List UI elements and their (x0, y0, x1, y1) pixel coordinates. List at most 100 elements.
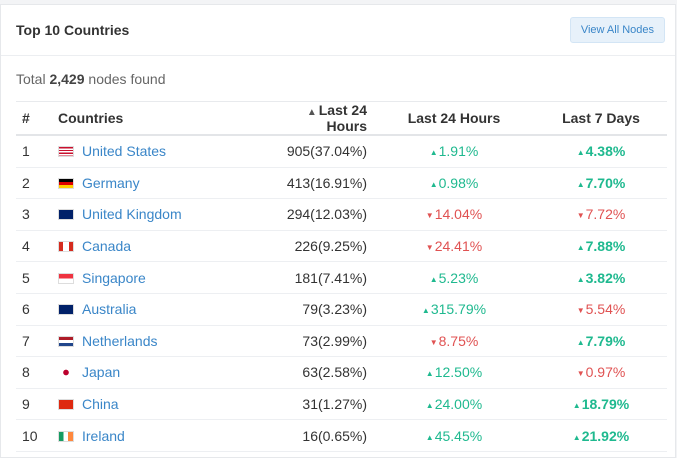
change-7d-cell: ▲︎7.88% (535, 230, 667, 263)
change-24h-cell: ▲︎45.45% (373, 419, 535, 452)
arrow-up-icon: ▲︎ (576, 148, 585, 158)
node-count-cell: 63(2.58%) (274, 356, 373, 389)
change-7d-cell: ▲︎18.79% (535, 388, 667, 421)
country-cell: Singapore (52, 261, 274, 294)
change-7d-cell: ▲︎21.92% (535, 419, 667, 452)
change-7d-value: 7.88% (585, 238, 626, 255)
singapore-flag-icon (58, 272, 74, 284)
country-link[interactable]: Germany (82, 174, 140, 191)
arrow-up-icon: ▲︎ (421, 306, 430, 316)
arrow-up-icon: ▲︎ (576, 337, 585, 347)
arrow-up-icon: ▲︎ (572, 401, 581, 411)
arrow-up-icon: ▲︎ (425, 401, 434, 411)
country-cell: Canada (52, 230, 274, 263)
change-7d-value: 5.54% (585, 301, 626, 318)
country-link[interactable]: Australia (82, 301, 137, 318)
change-7d-value: 7.70% (585, 174, 626, 191)
rank-cell: 8 (16, 356, 52, 389)
japan-flag-icon (58, 367, 74, 379)
view-all-nodes-button[interactable]: View All Nodes (569, 17, 665, 43)
table-row: 9 China 31(1.27%) ▲︎24.00% ▲︎18.79% (16, 388, 667, 421)
rank-cell: 1 (16, 135, 52, 168)
country-link[interactable]: Singapore (82, 269, 146, 286)
change-7d-value: 0.97% (585, 364, 626, 381)
change-24h-value: 8.75% (438, 332, 479, 349)
arrow-down-icon: ▼︎ (425, 243, 434, 253)
change-24h-value: 315.79% (430, 301, 487, 318)
country-link[interactable]: Canada (82, 238, 132, 255)
change-24h-cell: ▼︎14.04% (373, 198, 535, 231)
us-flag-icon (58, 146, 74, 158)
node-count-cell: 79(3.23%) (274, 293, 373, 326)
arrow-down-icon: ▼︎ (429, 337, 438, 347)
netherlands-flag-icon (58, 335, 74, 347)
country-cell: Germany (52, 167, 274, 200)
column-countries: Countries (52, 101, 274, 136)
arrow-up-icon: ▲︎ (425, 432, 434, 442)
node-count-cell: 294(12.03%) (274, 198, 373, 231)
country-cell: China (52, 388, 274, 421)
arrow-up-icon: ▲︎ (576, 179, 585, 189)
column-last-24-hours-sortable[interactable]: ▲︎ Last 24 Hours (274, 101, 373, 136)
change-24h-cell: ▲︎24.00% (373, 388, 535, 421)
country-cell: Netherlands (52, 325, 274, 358)
rank-cell: 7 (16, 325, 52, 358)
country-link[interactable]: United States (82, 143, 167, 160)
arrow-down-icon: ▼︎ (576, 211, 585, 221)
table-row: 2 Germany 413(16.91%) ▲︎0.98% ▲︎7.70% (16, 167, 667, 200)
rank-cell: 5 (16, 261, 52, 294)
arrow-up-icon: ▲︎ (429, 179, 438, 189)
total-prefix: Total (16, 71, 46, 87)
change-24h-value: 14.04% (434, 206, 483, 223)
change-24h-cell: ▼︎8.75% (373, 325, 535, 358)
uk-flag-icon (58, 209, 74, 221)
country-cell: United Kingdom (52, 198, 274, 231)
table-row: 6 Australia 79(3.23%) ▲︎315.79% ▼︎5.54% (16, 293, 667, 326)
country-link[interactable]: Netherlands (82, 332, 158, 349)
change-7d-cell: ▲︎4.38% (535, 135, 667, 168)
country-cell: Australia (52, 293, 274, 326)
australia-flag-icon (58, 304, 74, 316)
country-link[interactable]: United Kingdom (82, 206, 182, 223)
column-last-7-days: Last 7 Days (535, 101, 667, 136)
china-flag-icon (58, 399, 74, 411)
change-7d-value: 3.82% (585, 269, 626, 286)
arrow-up-icon: ▲︎ (572, 432, 581, 442)
change-24h-value: 24.00% (434, 396, 483, 413)
change-7d-value: 7.79% (585, 332, 626, 349)
country-cell: Japan (52, 356, 274, 389)
rank-cell: 10 (16, 419, 52, 452)
rank-cell: 4 (16, 230, 52, 263)
table-row: 5 Singapore 181(7.41%) ▲︎5.23% ▲︎3.82% (16, 261, 667, 294)
rank-cell: 6 (16, 293, 52, 326)
change-24h-cell: ▲︎0.98% (373, 167, 535, 200)
total-count: 2,429 (49, 71, 85, 87)
change-24h-cell: ▲︎12.50% (373, 356, 535, 389)
table-row: 8 Japan 63(2.58%) ▲︎12.50% ▼︎0.97% (16, 356, 667, 389)
country-link[interactable]: Ireland (82, 427, 125, 444)
node-count-cell: 31(1.27%) (274, 388, 373, 421)
change-24h-cell: ▲︎5.23% (373, 261, 535, 294)
country-cell: Ireland (52, 419, 274, 452)
table-body: 1 United States 905(37.04%) ▲︎ 1.91% ▲︎4.38% 2… (16, 135, 667, 452)
change-24h-value: 0.98% (438, 174, 479, 191)
country-link[interactable]: Japan (82, 364, 121, 381)
node-count-cell: 905(37.04%) (274, 135, 373, 168)
rank-cell: 3 (16, 198, 52, 231)
change-24h-value: 1.91% (438, 143, 479, 160)
arrow-up-icon: ▲︎ (576, 274, 585, 284)
change-7d-value: 7.72% (585, 206, 626, 223)
change-24h-value: 12.50% (434, 364, 483, 381)
change-7d-cell: ▲︎7.79% (535, 325, 667, 358)
arrow-up-icon: ▲︎ (429, 274, 438, 284)
change-7d-cell: ▲︎7.70% (535, 167, 667, 200)
change-7d-cell: ▲︎3.82% (535, 261, 667, 294)
card-title: Top 10 Countries (16, 22, 130, 38)
change-24h-cell: ▲︎315.79% (373, 293, 535, 326)
total-summary: Total 2,429 nodes found (16, 71, 675, 91)
table-row: 7 Netherlands 73(2.99%) ▼︎8.75% ▲︎7.79% (16, 325, 667, 358)
column-last-24-hours-change: Last 24 Hours (373, 101, 535, 136)
country-link[interactable]: China (82, 396, 119, 413)
country-cell: United States (52, 135, 274, 168)
rank-cell: 2 (16, 167, 52, 200)
